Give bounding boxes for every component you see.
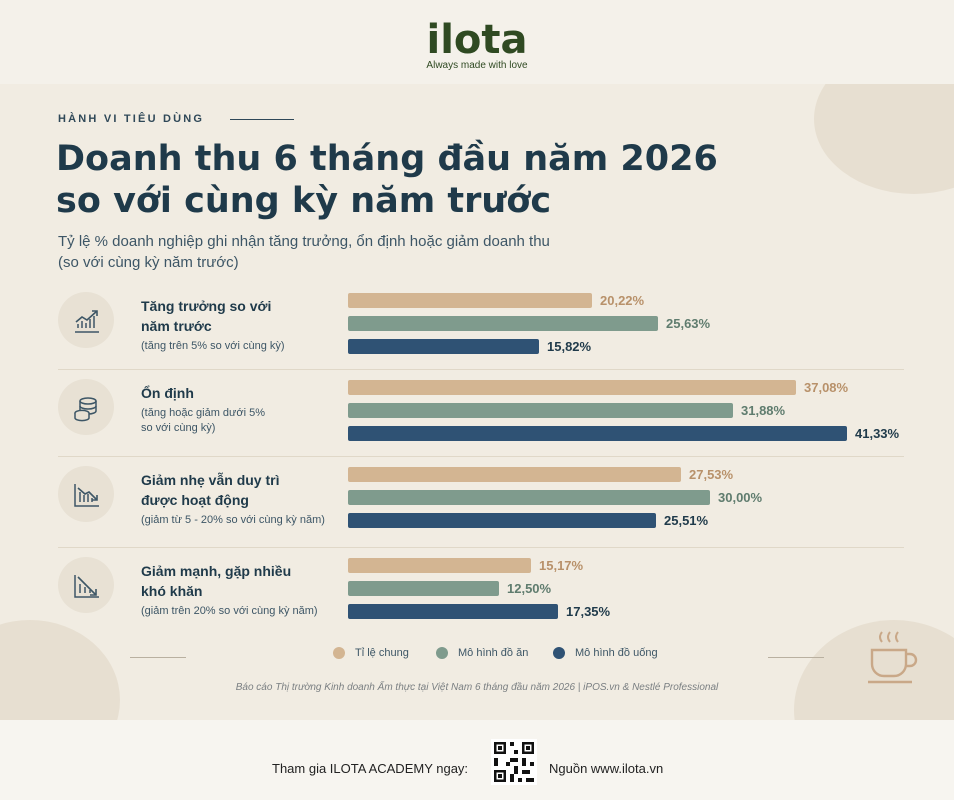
- kicker-divider: [230, 119, 294, 120]
- bar-general: [348, 558, 531, 573]
- category-title: Giảm nhẹ vẫn duy trì được hoạt động: [141, 470, 341, 510]
- page-title: Doanh thu 6 tháng đầu năm 2026 so với cù…: [56, 138, 756, 222]
- report-source-note: Báo cáo Thị trường Kinh doanh Ẩm thực tạ…: [235, 682, 719, 693]
- academy-cta: Tham gia ILOTA ACADEMY ngay:: [272, 761, 469, 776]
- legend-swatch: [553, 647, 565, 659]
- legend-item-food: Mô hình đồ ăn: [436, 645, 529, 661]
- category-note: (giảm trên 20% so với cùng kỳ năm): [141, 604, 351, 619]
- coins-icon: [74, 397, 97, 422]
- section-kicker: HÀNH VI TIÊU DÙNG: [58, 113, 205, 125]
- page-subtitle: Tỷ lệ % doanh nghiệp ghi nhận tăng trưởn…: [58, 231, 678, 273]
- bar-value-label: 30,00%: [718, 490, 763, 505]
- bar-drink: [348, 339, 539, 354]
- footer-source: Nguồn www.ilota.vn: [549, 761, 664, 776]
- category-title: Tăng trưởng so với năm trước: [141, 296, 341, 336]
- legend-swatch: [333, 647, 345, 659]
- category-title-line: khó khăn: [141, 583, 203, 599]
- bar-food: [348, 490, 710, 505]
- category-title-line: Giảm nhẹ vẫn duy trì: [141, 472, 280, 488]
- category-note-line: (giảm trên 20% so với cùng kỳ năm): [141, 605, 318, 617]
- category-note-line: (giảm từ 5 - 20% so với cùng kỳ năm): [141, 514, 325, 526]
- decor-blob: [0, 620, 120, 720]
- logo-wordmark: ilota: [426, 17, 528, 63]
- legend-label: Tỉ lệ chung: [355, 647, 409, 659]
- header-band: [0, 0, 954, 84]
- legend-item-general: Tỉ lệ chung: [333, 645, 409, 661]
- category-icon-badge: [58, 466, 114, 522]
- bar-general: [348, 467, 681, 482]
- trend-down-icon: [74, 484, 99, 507]
- category-title-line: Ổn định: [141, 385, 194, 401]
- category-title: Ổn định: [141, 383, 341, 403]
- bar-value-label: 17,35%: [566, 604, 611, 619]
- category-note: (giảm từ 5 - 20% so với cùng kỳ năm): [141, 513, 351, 528]
- bar-value-label: 27,53%: [689, 467, 734, 482]
- bar-food: [348, 581, 499, 596]
- row-divider: [58, 456, 904, 457]
- bar-drink: [348, 426, 847, 441]
- category-title-line: được hoạt động: [141, 492, 249, 508]
- bar-value-label: 15,82%: [547, 339, 592, 354]
- trend-down-steep-icon: [74, 575, 99, 598]
- bar-value-label: 25,63%: [666, 316, 711, 331]
- bar-value-label: 25,51%: [664, 513, 709, 528]
- category-note-line: (tăng hoặc giảm dưới 5%: [141, 407, 266, 419]
- infographic-card: [0, 84, 954, 720]
- category-note: (tăng trên 5% so với cùng kỳ): [141, 339, 351, 354]
- bar-value-label: 31,88%: [741, 403, 786, 418]
- subtitle-line: (so với cùng kỳ năm trước): [58, 254, 239, 271]
- bar-general: [348, 380, 796, 395]
- footer-bar: [0, 720, 954, 800]
- subtitle-line: Tỷ lệ % doanh nghiệp ghi nhận tăng trưởn…: [58, 233, 550, 250]
- category-note: (tăng hoặc giảm dưới 5% so với cùng kỳ): [141, 406, 351, 436]
- coffee-cup-icon: [868, 631, 918, 684]
- decor-blob: [814, 84, 954, 194]
- legend-divider: [130, 657, 186, 658]
- category-icon-badge: [58, 292, 114, 348]
- brand-logo: ilota Always made with love: [0, 18, 954, 71]
- bar-drink: [348, 604, 558, 619]
- category-title-line: năm trước: [141, 318, 212, 334]
- row-divider: [58, 547, 904, 548]
- bar-value-label: 37,08%: [804, 380, 849, 395]
- legend-label: Mô hình đồ ăn: [458, 647, 529, 659]
- legend-swatch: [436, 647, 448, 659]
- category-title-line: Giảm mạnh, gặp nhiều: [141, 563, 292, 579]
- logo-tagline: Always made with love: [426, 60, 528, 71]
- bar-value-label: 20,22%: [600, 293, 645, 308]
- title-line: Doanh thu 6 tháng đầu năm 2026: [56, 139, 718, 179]
- bar-food: [348, 316, 658, 331]
- category-title: Giảm mạnh, gặp nhiều khó khăn: [141, 561, 341, 601]
- qr-code-icon: [494, 742, 534, 782]
- category-note-line: (tăng trên 5% so với cùng kỳ): [141, 340, 285, 352]
- legend-label: Mô hình đồ uống: [575, 647, 658, 659]
- qr-code[interactable]: [491, 739, 537, 785]
- bar-value-label: 15,17%: [539, 558, 584, 573]
- row-divider: [58, 369, 904, 370]
- category-note-line: so với cùng kỳ): [141, 422, 216, 434]
- category-icon-badge: [58, 557, 114, 613]
- bar-drink: [348, 513, 656, 528]
- category-title-line: Tăng trưởng so với: [141, 298, 272, 314]
- bar-value-label: 12,50%: [507, 581, 552, 596]
- bar-value-label: 41,33%: [855, 426, 900, 441]
- legend-divider: [768, 657, 824, 658]
- legend-item-drink: Mô hình đồ uống: [553, 645, 658, 661]
- chart-legend: Tỉ lệ chung Mô hình đồ ăn Mô hình đồ uốn…: [0, 645, 954, 661]
- title-line: so với cùng kỳ năm trước: [56, 181, 552, 221]
- bar-food: [348, 403, 733, 418]
- trend-up-icon: [75, 310, 99, 333]
- category-icon-badge: [58, 379, 114, 435]
- bar-general: [348, 293, 592, 308]
